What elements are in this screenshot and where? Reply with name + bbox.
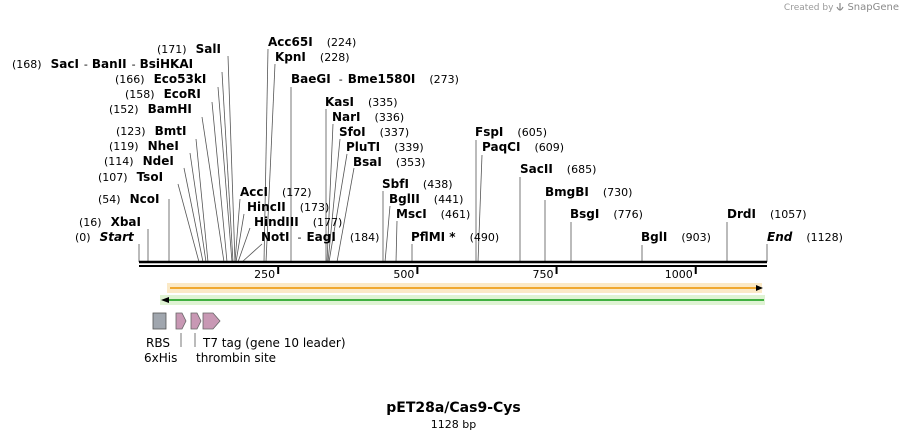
site-label-start: (0) Start bbox=[75, 230, 135, 244]
leader-acci bbox=[234, 198, 241, 263]
leader-ecori bbox=[211, 101, 228, 263]
ruler-tick-label: 500 bbox=[393, 268, 414, 281]
site-label-drdi: DrdI (1057) bbox=[727, 207, 807, 221]
reverse-orf-arrowhead bbox=[161, 297, 169, 303]
feature-rbs-label: RBS bbox=[146, 336, 170, 350]
features: RBS 6xHis thrombin site T7 tag (gene 10 … bbox=[144, 312, 346, 365]
snapgene-credit: Created by SnapGene bbox=[784, 2, 899, 13]
leader-bamhi bbox=[201, 116, 225, 263]
site-label-sali: (171) SalI bbox=[157, 42, 221, 56]
site-label-hincii: HincII (173) bbox=[247, 200, 329, 214]
leader-sfoi bbox=[327, 138, 341, 263]
site-label-sacii: SacII (685) bbox=[520, 162, 596, 176]
site-label-kpni: KpnI (228) bbox=[275, 50, 350, 64]
site-labels: (0) Start (16) XbaI (54) NcoI (107) TsoI (11… bbox=[12, 35, 843, 244]
site-label-fspi: FspI (605) bbox=[475, 125, 547, 139]
site-label-msci: MscI (461) bbox=[396, 207, 470, 221]
feature-t7-tag[interactable] bbox=[202, 312, 221, 330]
site-label-sbfi: SbfI (438) bbox=[382, 177, 453, 191]
site-label-ecori: (158) EcoRI bbox=[125, 87, 201, 101]
site-label-bsai: BsaI (353) bbox=[353, 155, 425, 169]
leader-nhei bbox=[189, 152, 207, 263]
forward-orf-arrow bbox=[167, 283, 763, 293]
leader-acc65i bbox=[263, 48, 269, 263]
leader-msci bbox=[395, 220, 398, 263]
site-label-baegi: BaeGI - Bme1580I (273) bbox=[291, 72, 459, 86]
site-label-bsgi: BsgI (776) bbox=[570, 207, 643, 221]
feature-rbs[interactable] bbox=[152, 312, 167, 330]
leader-nari bbox=[326, 123, 334, 263]
leader-ndei bbox=[183, 167, 204, 263]
site-label-pluti: PluTI (339) bbox=[346, 140, 424, 154]
plasmid-length: 1128 bp bbox=[430, 418, 477, 431]
credit-prefix: Created by bbox=[783, 2, 834, 13]
leader-hindiii bbox=[237, 227, 251, 263]
site-label-kasi: KasI (335) bbox=[325, 95, 398, 109]
site-start-pos: (0) bbox=[75, 231, 91, 244]
reverse-orf-arrow bbox=[160, 295, 765, 305]
site-label-ndei: (114) NdeI bbox=[104, 154, 174, 168]
site-label-xbai: (16) XbaI bbox=[79, 215, 141, 229]
ruler-tick-label: 1000 bbox=[665, 268, 693, 281]
snapgene-logo-icon bbox=[836, 2, 844, 11]
forward-orf-arrowhead bbox=[756, 285, 763, 291]
site-label-tsoi: (107) TsoI bbox=[98, 170, 163, 184]
site-start-name: Start bbox=[100, 230, 135, 244]
leader-paqci bbox=[477, 154, 483, 263]
feature-thrombin-site[interactable] bbox=[190, 312, 202, 330]
leader-tsoi bbox=[177, 183, 200, 263]
leader-kpni bbox=[265, 63, 276, 263]
feature-t7-label: T7 tag (gene 10 leader) bbox=[202, 336, 346, 350]
site-label-bmgbi: BmgBI (730) bbox=[545, 185, 632, 199]
credit-brand: SnapGene bbox=[847, 2, 899, 13]
leader-sali bbox=[227, 55, 236, 263]
leader-saci bbox=[221, 71, 234, 263]
ruler: 250 500 750 1000 bbox=[254, 266, 697, 281]
leader-noti bbox=[241, 243, 263, 263]
site-label-bamhi: (152) BamHI bbox=[109, 102, 192, 116]
site-label-acc65i: Acc65I (224) bbox=[268, 35, 356, 49]
site-label-ncoi: (54) NcoI bbox=[98, 192, 159, 206]
plasmid-name: pET28a/Cas9-Cys bbox=[386, 400, 521, 416]
site-label-sfoi: SfoI (337) bbox=[339, 125, 409, 139]
feature-6xhis[interactable] bbox=[175, 312, 187, 330]
leader-bglii bbox=[384, 205, 391, 263]
feature-thrombin-label: thrombin site bbox=[196, 351, 276, 365]
leader-bsai bbox=[336, 167, 355, 263]
leader-eco53ki bbox=[217, 86, 233, 263]
site-label-paqci: PaqCI (609) bbox=[482, 140, 564, 154]
site-label-eco53ki: (166) Eco53kI bbox=[115, 72, 206, 86]
leader-bmti bbox=[195, 138, 209, 263]
site-label-saci: (168) SacI - BanII - BsiHKAI bbox=[12, 57, 193, 71]
site-label-nari: NarI (336) bbox=[332, 110, 404, 124]
site-label-bmti: (123) BmtI bbox=[116, 124, 186, 138]
ruler-tick-label: 250 bbox=[254, 268, 275, 281]
site-label-hindiii: HindIII (177) bbox=[254, 215, 342, 229]
site-label-bglii: BglII (441) bbox=[389, 192, 463, 206]
leader-pluti bbox=[328, 153, 348, 263]
site-label-acci: AccI (172) bbox=[240, 185, 312, 199]
site-label-nhei: (119) NheI bbox=[109, 139, 179, 153]
site-label-pflmi: PflMI * (490) bbox=[411, 230, 499, 244]
site-leader-lines bbox=[138, 48, 768, 263]
site-label-noti: NotI - EagI (184) bbox=[261, 230, 379, 244]
ruler-tick-label: 750 bbox=[533, 268, 554, 281]
site-label-end: End (1128) bbox=[767, 230, 843, 244]
leader-hincii bbox=[235, 213, 245, 263]
feature-6xhis-label: 6xHis bbox=[144, 351, 177, 365]
site-label-bgli: BglI (903) bbox=[641, 230, 711, 244]
